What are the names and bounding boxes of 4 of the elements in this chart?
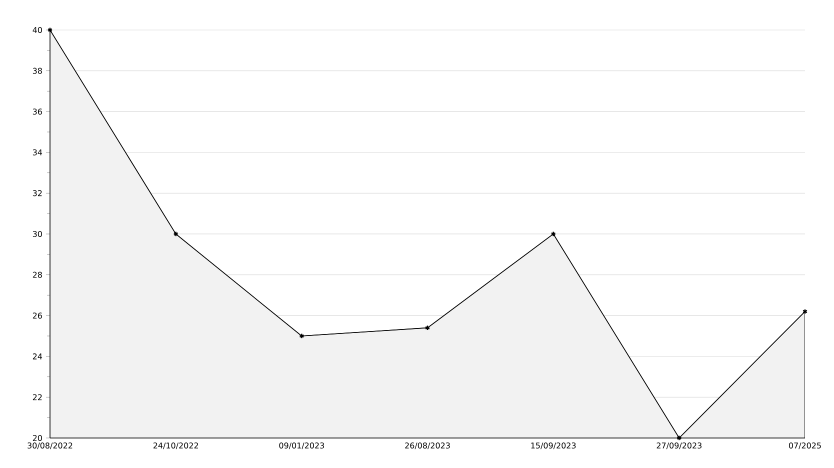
point [173,231,178,237]
point [550,231,556,237]
point [299,333,304,339]
point [676,435,682,441]
